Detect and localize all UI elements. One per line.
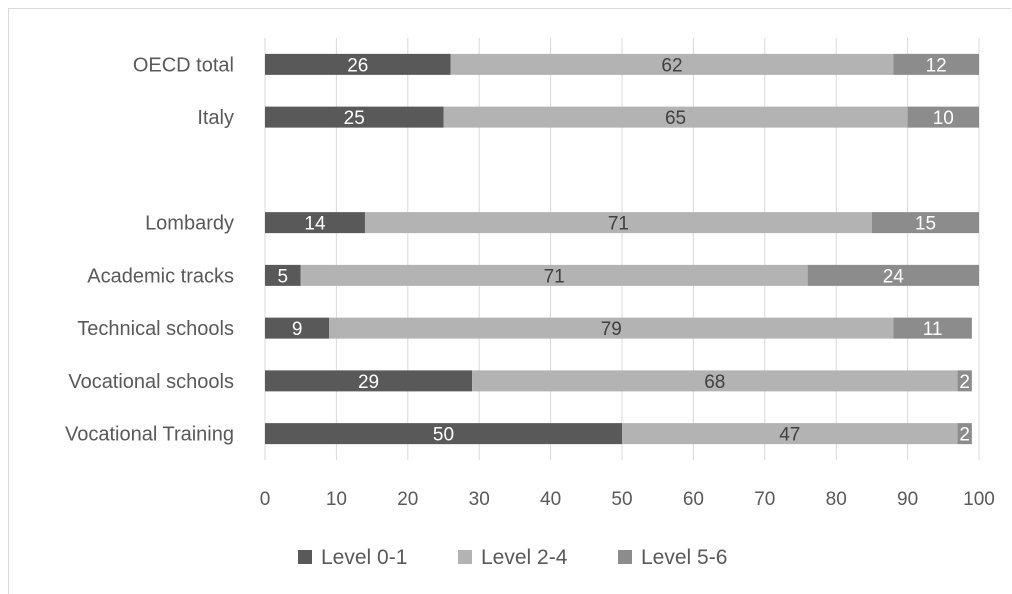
bar-level-0-1-oecd-total — [265, 53, 451, 75]
bar-level-2-4-oecd-total — [450, 53, 894, 75]
data-label-level-0-1-vocational-training: 50 — [433, 425, 454, 446]
data-label-level-5-6-italy: 10 — [933, 108, 954, 129]
bar-level-2-4-vocational-training — [622, 423, 958, 445]
bar-level-5-6-oecd-total — [893, 53, 979, 75]
x-tick-label-10: 10 — [326, 489, 347, 510]
bar-level-2-4-vocational-schools — [472, 370, 958, 392]
bar-level-5-6-academic-tracks — [807, 264, 979, 286]
data-label-level-0-1-oecd-total: 26 — [347, 55, 368, 76]
category-label-oecd-total: OECD total — [133, 54, 234, 76]
data-label-level-2-4-oecd-total: 62 — [661, 55, 682, 76]
bar-level-2-4-academic-tracks — [300, 264, 808, 286]
data-label-level-5-6-vocational-schools: 2 — [959, 372, 970, 393]
category-label-vocational-schools: Vocational schools — [68, 371, 234, 393]
bar-level-0-1-vocational-training — [265, 423, 622, 445]
chart-frame — [8, 8, 1011, 594]
data-label-level-0-1-technical-schools: 9 — [292, 319, 303, 340]
data-label-level-5-6-vocational-training: 2 — [959, 425, 970, 446]
x-tick-label-0: 0 — [260, 489, 271, 510]
legend-label-level-0-1: Level 0-1 — [321, 546, 407, 569]
category-label-lombardy: Lombardy — [145, 213, 234, 235]
data-label-level-5-6-technical-schools: 11 — [923, 319, 943, 340]
x-tick-label-30: 30 — [469, 489, 490, 510]
legend-swatch-level-2-4 — [458, 550, 472, 564]
data-label-level-0-1-lombardy: 14 — [304, 214, 326, 235]
category-label-vocational-training: Vocational Training — [65, 424, 234, 446]
x-tick-label-20: 20 — [397, 489, 418, 510]
legend-swatch-level-0-1 — [298, 550, 312, 564]
legend-label-level-5-6: Level 5-6 — [641, 546, 727, 569]
data-label-level-2-4-italy: 65 — [665, 108, 686, 129]
category-label-technical-schools: Technical schools — [77, 318, 234, 340]
data-label-level-0-1-vocational-schools: 29 — [358, 372, 379, 393]
bar-level-0-1-italy — [265, 106, 444, 128]
data-label-level-2-4-technical-schools: 79 — [601, 319, 622, 340]
data-label-level-2-4-vocational-schools: 68 — [704, 372, 725, 393]
bar-level-2-4-lombardy — [364, 212, 872, 234]
data-label-level-5-6-academic-tracks: 24 — [883, 266, 905, 287]
x-tick-label-90: 90 — [897, 489, 918, 510]
bar-level-5-6-vocational-training — [957, 423, 972, 445]
legend-swatch-level-5-6 — [618, 550, 632, 564]
data-label-level-2-4-vocational-training: 47 — [779, 425, 800, 446]
data-label-level-5-6-oecd-total: 12 — [926, 55, 947, 76]
bar-level-5-6-italy — [907, 106, 979, 128]
data-label-level-0-1-italy: 25 — [344, 108, 365, 129]
bar-level-0-1-academic-tracks — [265, 264, 301, 286]
bar-level-0-1-vocational-schools — [265, 370, 473, 392]
x-tick-label-70: 70 — [754, 489, 775, 510]
bar-level-2-4-italy — [443, 106, 908, 128]
bar-level-2-4-technical-schools — [329, 317, 894, 339]
x-tick-label-50: 50 — [611, 489, 632, 510]
bar-level-5-6-lombardy — [871, 212, 979, 234]
x-tick-label-40: 40 — [540, 489, 561, 510]
bar-level-0-1-lombardy — [265, 212, 365, 234]
category-label-italy: Italy — [197, 107, 234, 129]
category-label-academic-tracks: Academic tracks — [87, 265, 234, 287]
data-label-level-5-6-lombardy: 15 — [915, 214, 936, 235]
data-label-level-2-4-lombardy: 71 — [608, 214, 629, 235]
data-label-level-2-4-academic-tracks: 71 — [544, 266, 565, 287]
bar-level-5-6-technical-schools — [893, 317, 972, 339]
legend-label-level-2-4: Level 2-4 — [481, 546, 568, 569]
x-tick-label-100: 100 — [963, 489, 995, 510]
bar-level-5-6-vocational-schools — [957, 370, 972, 392]
x-tick-label-60: 60 — [683, 489, 704, 510]
bar-level-0-1-technical-schools — [265, 317, 330, 339]
data-label-level-0-1-academic-tracks: 5 — [278, 266, 289, 287]
x-tick-label-80: 80 — [826, 489, 847, 510]
